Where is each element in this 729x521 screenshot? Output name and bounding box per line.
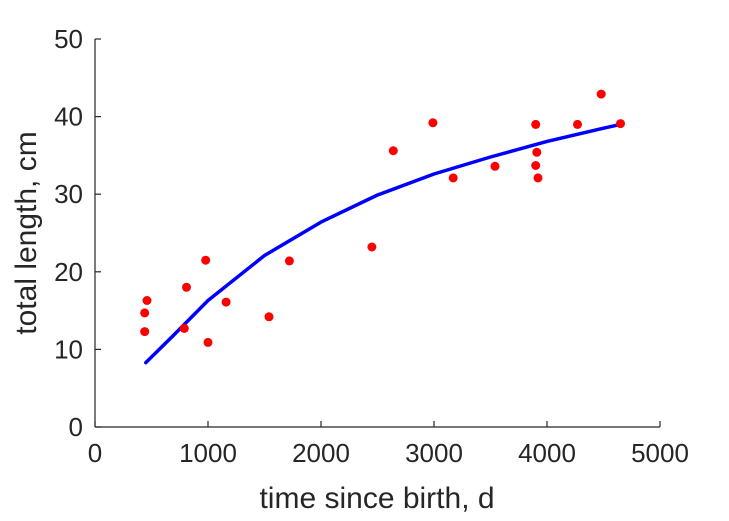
data-point [533,173,543,183]
data-point [531,161,541,170]
data-point [203,337,213,347]
data-point [388,146,398,156]
data-point [142,296,152,305]
data-point [182,282,191,292]
axes [94,39,660,428]
data-point [596,89,606,99]
data-point [531,119,541,129]
x-tick-label: 0 [88,438,102,468]
y-ticks: 0 10 20 30 40 50 [54,24,101,442]
data-point [284,256,294,266]
x-ticks: 0 1000 2000 3000 4000 5000 [88,421,689,468]
data-point [179,323,189,333]
data-point [448,173,458,183]
data-point [221,297,231,307]
x-tick-label: 5000 [631,438,689,468]
data-point [264,312,274,322]
x-tick-label: 2000 [292,438,350,468]
y-axis-label: total length, cm [10,131,43,334]
x-tick-label: 1000 [179,438,237,468]
data-point [573,119,582,129]
x-tick-label: 3000 [405,438,463,468]
x-axis-label: time since birth, d [259,482,494,515]
data-point [616,119,625,129]
data-point [490,161,500,171]
data-point [367,242,377,252]
data-point [201,255,211,265]
y-tick-label: 10 [54,334,83,364]
x-tick-label: 4000 [518,438,576,468]
y-tick-label: 20 [54,257,83,287]
plot-area [140,89,625,365]
data-point [428,118,438,128]
y-tick-label: 0 [69,412,83,442]
data-point [532,147,542,157]
data-point [140,308,150,318]
y-tick-label: 30 [54,179,83,209]
y-tick-label: 40 [54,102,83,132]
fit-curve [144,122,623,365]
data-point [140,327,150,337]
y-tick-label: 50 [54,24,83,54]
